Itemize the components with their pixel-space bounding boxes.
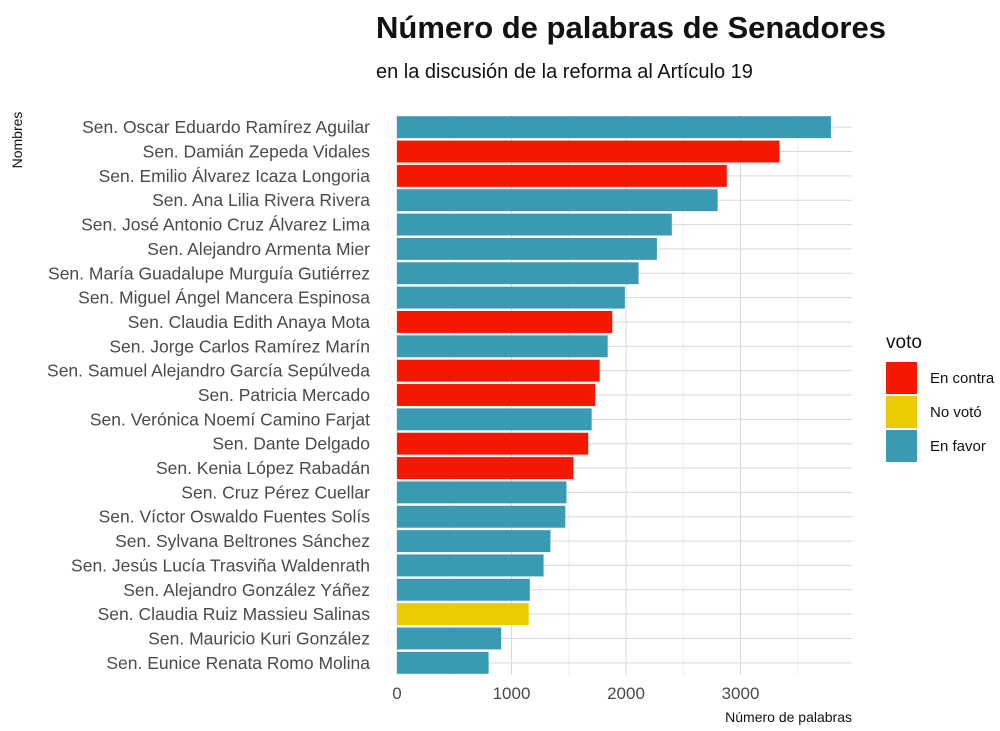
y-tick-label: Sen. Sylvana Beltrones Sánchez bbox=[115, 531, 370, 551]
bar bbox=[397, 262, 639, 285]
legend-entry-label: En contra bbox=[930, 370, 995, 387]
bar bbox=[397, 432, 589, 455]
y-tick-label: Sen. Damián Zepeda Vidales bbox=[143, 142, 371, 162]
y-tick-label: Sen. Samuel Alejandro García Sepúlveda bbox=[47, 361, 370, 381]
bar bbox=[397, 457, 574, 479]
y-tick-label: Sen. Jorge Carlos Ramírez Marín bbox=[109, 336, 370, 356]
x-tick-label: 2000 bbox=[607, 684, 645, 703]
bar bbox=[397, 359, 600, 382]
x-tick-label: 3000 bbox=[722, 684, 760, 703]
y-tick-label: Sen. Alejandro González Yáñez bbox=[123, 580, 370, 600]
bar bbox=[397, 311, 613, 333]
y-tick-label: Sen. Miguel Ángel Mancera Espinosa bbox=[78, 288, 370, 308]
y-tick-label: Sen. Kenia López Rabadán bbox=[156, 458, 370, 478]
bar bbox=[397, 164, 727, 187]
bar bbox=[397, 530, 551, 553]
y-tick-labels: Sen. Oscar Eduardo Ramírez Aguilar Sen. D… bbox=[47, 117, 370, 673]
legend-swatch bbox=[886, 430, 917, 462]
y-tick-label: Sen. Verónica Noemí Camino Farjat bbox=[90, 409, 370, 429]
bar bbox=[397, 237, 657, 260]
bar bbox=[397, 408, 592, 431]
y-tick-label: Sen. Mauricio Kuri González bbox=[148, 628, 370, 648]
y-tick-label: Sen. Emilio Álvarez Icaza Longoria bbox=[99, 166, 371, 186]
y-tick-label: Sen. Oscar Eduardo Ramírez Aguilar bbox=[82, 117, 370, 137]
y-tick-label: Sen. José Antonio Cruz Álvarez Lima bbox=[81, 215, 370, 235]
legend-swatch bbox=[886, 396, 917, 428]
bar bbox=[397, 384, 596, 406]
bar bbox=[397, 335, 608, 358]
y-tick-label: Sen. Alejandro Armenta Mier bbox=[147, 239, 370, 259]
x-tick-labels: 0 1000 2000 3000 bbox=[392, 684, 759, 703]
bar bbox=[397, 213, 672, 236]
chart-subtitle: en la discusión de la reforma al Artícul… bbox=[376, 61, 753, 83]
y-tick-label: Sen. Víctor Oswaldo Fuentes Solís bbox=[99, 507, 371, 527]
bars-group bbox=[397, 116, 831, 674]
bar bbox=[397, 554, 544, 577]
y-tick-label: Sen. Claudia Edith Anaya Mota bbox=[128, 312, 371, 332]
y-tick-label: Sen. Dante Delgado bbox=[212, 434, 370, 454]
bar bbox=[397, 116, 831, 139]
y-tick-label: Sen. Patricia Mercado bbox=[198, 385, 370, 405]
bar bbox=[397, 481, 567, 504]
bar bbox=[397, 140, 780, 163]
legend-entry-label: No votó bbox=[930, 404, 982, 421]
x-tick-label: 1000 bbox=[493, 684, 531, 703]
chart-title: Número de palabras de Senadores bbox=[376, 10, 886, 45]
y-tick-label: Sen. Eunice Renata Romo Molina bbox=[106, 653, 370, 673]
y-tick-label: Sen. Ana Lilia Rivera Rivera bbox=[152, 190, 370, 210]
y-axis-label: Nombres bbox=[9, 112, 25, 169]
bar bbox=[397, 505, 566, 528]
bar bbox=[397, 286, 625, 309]
legend-title: voto bbox=[886, 332, 922, 353]
bar bbox=[397, 603, 529, 626]
y-tick-label: Sen. María Guadalupe Murguía Gutiérrez bbox=[48, 263, 370, 283]
bar bbox=[397, 578, 530, 601]
bar bbox=[397, 651, 489, 674]
bar bbox=[397, 189, 718, 212]
y-tick-label: Sen. Claudia Ruiz Massieu Salinas bbox=[98, 604, 371, 624]
legend-swatch bbox=[886, 362, 917, 394]
legend-entry-label: En favor bbox=[930, 438, 986, 455]
x-tick-label: 0 bbox=[392, 684, 401, 703]
y-tick-label: Sen. Jesús Lucía Trasviña Waldenrath bbox=[71, 555, 370, 575]
y-tick-label: Sen. Cruz Pérez Cuellar bbox=[181, 482, 370, 502]
legend: voto En contra No votó En favor bbox=[886, 332, 995, 462]
x-axis-label: Número de palabras bbox=[725, 709, 852, 725]
bar bbox=[397, 627, 502, 650]
